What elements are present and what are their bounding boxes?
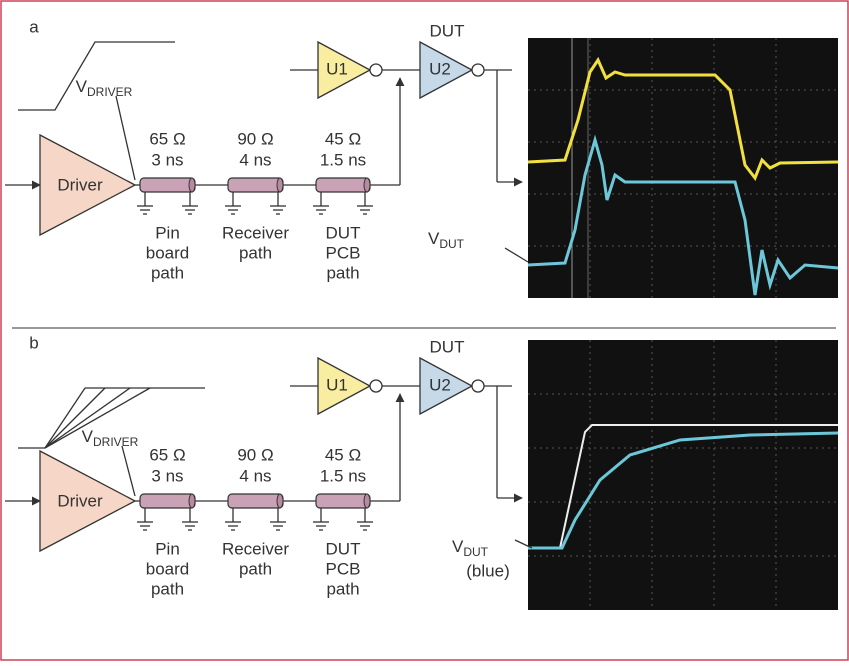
wire <box>116 96 135 180</box>
u2-label: U2 <box>429 59 451 78</box>
subscript-label: VDUT <box>452 537 489 559</box>
delay: 3 ns <box>151 466 183 485</box>
sub: DRIVER <box>93 435 139 449</box>
dut-label: DUT <box>430 337 465 356</box>
u2-label: U2 <box>429 375 451 394</box>
bubble <box>370 380 382 392</box>
coax-end <box>364 494 370 508</box>
driver-label: Driver <box>57 491 103 510</box>
subscript-label: VDRIVER <box>82 427 139 449</box>
delay: 1.5 ns <box>320 150 366 169</box>
coax <box>316 494 370 508</box>
impedance: 65 Ω <box>149 445 185 464</box>
coax-end <box>189 178 195 192</box>
u1-label: U1 <box>326 59 348 78</box>
coax <box>228 178 283 192</box>
path-name: PCB <box>326 243 361 262</box>
path-name: path <box>151 263 184 282</box>
impedance: 45 Ω <box>325 129 361 148</box>
path-name: board <box>146 243 189 262</box>
coax <box>140 178 195 192</box>
path-name: Receiver <box>222 223 289 242</box>
coax <box>316 178 370 192</box>
coax-end <box>277 494 283 508</box>
path-name: Pin <box>155 539 180 558</box>
scope-screen <box>528 38 838 298</box>
delay: 1.5 ns <box>320 466 366 485</box>
path-name: path <box>239 243 272 262</box>
delay: 4 ns <box>239 150 271 169</box>
coax-end <box>277 178 283 192</box>
delay: 4 ns <box>239 466 271 485</box>
scope-screen <box>528 340 838 610</box>
main: V <box>428 229 440 248</box>
waveform <box>45 388 85 448</box>
path-name: path <box>151 579 184 598</box>
wire <box>122 446 135 496</box>
coax <box>140 494 195 508</box>
path-name: path <box>326 579 359 598</box>
impedance: 65 Ω <box>149 129 185 148</box>
figure: aVDRIVERDriver65 Ω3 nsPinboardpath90 Ω4 … <box>0 0 849 661</box>
sub: DRIVER <box>87 85 133 99</box>
path-name: PCB <box>326 559 361 578</box>
coax-end <box>364 178 370 192</box>
waveform <box>18 42 175 110</box>
path-name: path <box>326 263 359 282</box>
main: V <box>452 537 464 556</box>
bubble <box>472 64 484 76</box>
path-name: board <box>146 559 189 578</box>
path-name: DUT <box>326 223 361 242</box>
main: V <box>82 427 94 446</box>
bubble <box>370 64 382 76</box>
bubble <box>472 380 484 392</box>
impedance: 90 Ω <box>237 445 273 464</box>
dut-label: DUT <box>430 21 465 40</box>
panel-label: a <box>29 17 39 36</box>
panel-label: b <box>29 333 38 352</box>
u1-label: U1 <box>326 375 348 394</box>
path-name: DUT <box>326 539 361 558</box>
sub: DUT <box>463 545 488 559</box>
driver-label: Driver <box>57 175 103 194</box>
subscript-label: VDUT <box>428 229 465 251</box>
coax-end <box>189 494 195 508</box>
path-name: Pin <box>155 223 180 242</box>
path-name: Receiver <box>222 539 289 558</box>
coax <box>228 494 283 508</box>
wire <box>505 248 528 262</box>
subscript-label: VDRIVER <box>76 77 133 99</box>
impedance: 45 Ω <box>325 445 361 464</box>
main: V <box>76 77 88 96</box>
sub: DUT <box>439 237 464 251</box>
path-name: path <box>239 559 272 578</box>
delay: 3 ns <box>151 150 183 169</box>
note: (blue) <box>466 561 509 580</box>
impedance: 90 Ω <box>237 129 273 148</box>
